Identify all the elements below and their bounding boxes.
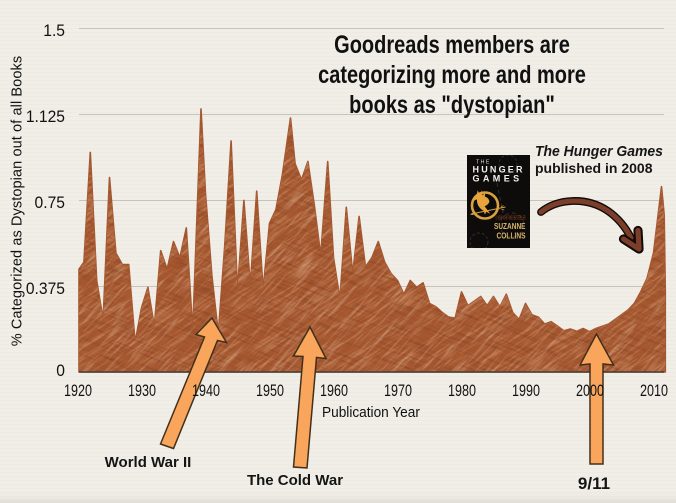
svg-text:HUNGER: HUNGER — [473, 165, 525, 175]
svg-text:GAMES: GAMES — [473, 174, 523, 184]
svg-text:SUZANNE: SUZANNE — [494, 221, 526, 231]
svg-text:COLLINS: COLLINS — [497, 231, 526, 241]
svg-text:#1 NEW YORK TIMES BESTSELLER: #1 NEW YORK TIMES BESTSELLER — [496, 216, 526, 222]
svg-text:THE: THE — [476, 160, 491, 166]
